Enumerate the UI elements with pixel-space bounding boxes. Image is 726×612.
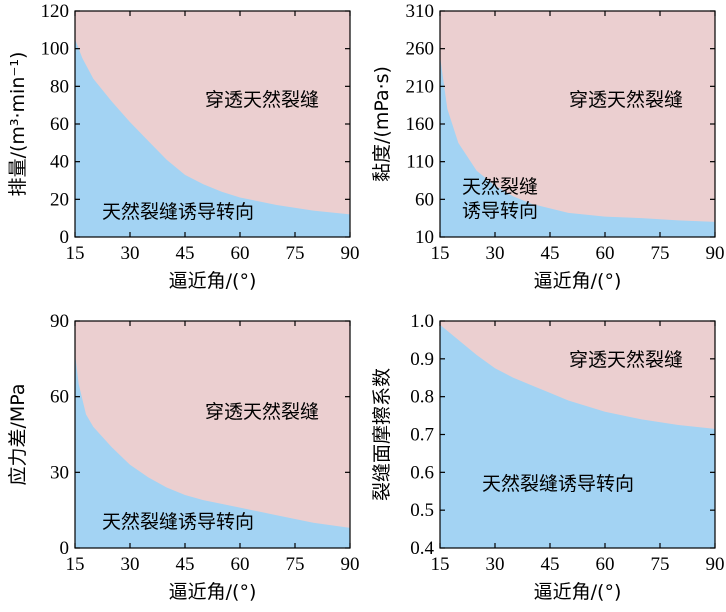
y-tick-label: 30 bbox=[50, 462, 69, 483]
divert-region-label: 诱导转向 bbox=[462, 200, 538, 222]
y-tick-label: 0 bbox=[60, 538, 70, 559]
x-tick-label: 15 bbox=[431, 554, 450, 575]
y-tick-label: 0.4 bbox=[410, 538, 434, 559]
y-tick-label: 120 bbox=[41, 1, 70, 22]
y-tick-label: 0 bbox=[60, 227, 70, 248]
x-tick-label: 90 bbox=[341, 243, 360, 264]
y-tick-label: 0.8 bbox=[410, 387, 434, 408]
x-tick-label: 60 bbox=[231, 554, 250, 575]
y-tick-label: 80 bbox=[50, 76, 69, 97]
y-axis-label: 裂缝面摩擦系数 bbox=[371, 368, 393, 501]
y-tick-label: 310 bbox=[406, 1, 435, 22]
x-tick-label: 30 bbox=[121, 554, 140, 575]
x-tick-label: 45 bbox=[541, 554, 560, 575]
x-axis-label: 逼近角/(°) bbox=[534, 581, 622, 603]
x-tick-label: 30 bbox=[121, 243, 140, 264]
x-tick-label: 90 bbox=[706, 554, 725, 575]
y-tick-label: 20 bbox=[50, 189, 69, 210]
y-tick-label: 110 bbox=[406, 152, 434, 173]
x-tick-label: 60 bbox=[596, 554, 615, 575]
plot-frame bbox=[74, 320, 351, 549]
x-tick-label: 15 bbox=[431, 243, 450, 264]
y-tick-label: 60 bbox=[415, 189, 434, 210]
x-tick-label: 75 bbox=[286, 554, 305, 575]
x-tick-label: 90 bbox=[341, 554, 360, 575]
y-tick-label: 0.6 bbox=[410, 462, 434, 483]
x-tick-label: 90 bbox=[706, 243, 725, 264]
y-tick-label: 100 bbox=[41, 39, 70, 60]
y-tick-label: 1.0 bbox=[410, 311, 434, 332]
chart-panel-1: 15 30 45 60 75 90 0 20 40 60 80 100 120 逼近角/(°) 排量/(m³… bbox=[7, 1, 360, 292]
y-tick-label: 0.7 bbox=[410, 425, 434, 446]
x-tick-label: 15 bbox=[66, 554, 85, 575]
y-tick-label: 160 bbox=[406, 114, 435, 135]
x-tick-label: 75 bbox=[286, 243, 305, 264]
y-axis-label: 黏度/(mPa·s) bbox=[371, 66, 393, 182]
x-tick-label: 15 bbox=[66, 243, 85, 264]
penetrate-region-label: 穿透天然裂缝 bbox=[205, 89, 319, 111]
y-tick-label: 260 bbox=[406, 39, 435, 60]
x-tick-label: 60 bbox=[596, 243, 615, 264]
x-tick-label: 30 bbox=[486, 243, 505, 264]
x-tick-label: 60 bbox=[231, 243, 250, 264]
divert-region-label: 天然裂缝诱导转向 bbox=[102, 511, 254, 533]
x-axis-label: 逼近角/(°) bbox=[169, 581, 257, 603]
divert-region-area bbox=[75, 39, 350, 237]
divert-region-label: 天然裂缝诱导转向 bbox=[102, 201, 254, 223]
penetrate-region-label: 穿透天然裂缝 bbox=[205, 401, 319, 423]
x-axis-label: 逼近角/(°) bbox=[534, 270, 622, 292]
divert-region-label: 天然裂缝 bbox=[462, 176, 538, 198]
x-tick-label: 45 bbox=[176, 243, 195, 264]
divert-region-label: 天然裂缝诱导转向 bbox=[482, 473, 634, 495]
y-tick-label: 90 bbox=[50, 311, 69, 332]
y-tick-label: 60 bbox=[50, 114, 69, 135]
x-tick-label: 75 bbox=[651, 554, 670, 575]
y-tick-label: 60 bbox=[50, 387, 69, 408]
penetrate-region-label: 穿透天然裂缝 bbox=[569, 349, 683, 371]
divert-region-area bbox=[440, 56, 715, 238]
y-axis-label: 排量/(m³·min⁻¹) bbox=[7, 52, 29, 197]
y-tick-label: 40 bbox=[50, 152, 69, 173]
divert-region-area bbox=[440, 324, 715, 548]
chart-panel-3: 15 30 45 60 75 90 0 30 60 90 逼近角/(°) 应力差/MPa 穿透天然裂缝天… bbox=[7, 311, 360, 603]
divert-region-area bbox=[75, 353, 350, 548]
chart-panel-4: 15 30 45 60 75 90 0.4 0.5 0.6 0.7 0.8 0.9 1.0 逼近角/(°)… bbox=[371, 311, 725, 603]
x-tick-label: 30 bbox=[486, 554, 505, 575]
penetrate-region-label: 穿透天然裂缝 bbox=[569, 89, 683, 111]
y-tick-label: 10 bbox=[415, 227, 434, 248]
x-axis-label: 逼近角/(°) bbox=[169, 270, 257, 292]
x-tick-label: 45 bbox=[176, 554, 195, 575]
chart-panel-2: 15 30 45 60 75 90 10 60 110 160 210 260 310 逼近角/(°) 黏度… bbox=[371, 1, 725, 292]
x-tick-label: 45 bbox=[541, 243, 560, 264]
x-tick-label: 75 bbox=[651, 243, 670, 264]
y-tick-label: 0.5 bbox=[410, 500, 434, 521]
y-axis-label: 应力差/MPa bbox=[7, 383, 29, 485]
y-tick-label: 210 bbox=[406, 76, 435, 97]
y-tick-label: 0.9 bbox=[410, 349, 434, 370]
